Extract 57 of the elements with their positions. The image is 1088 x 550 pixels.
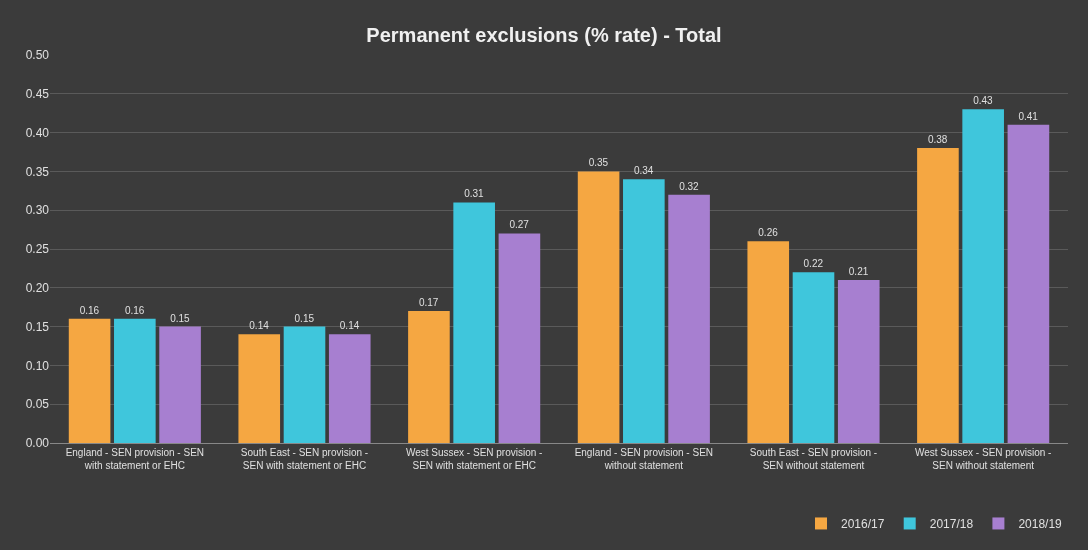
bar <box>159 326 201 443</box>
bar <box>238 334 281 443</box>
data-label: 0.16 <box>124 304 145 316</box>
data-label: 0.14 <box>339 320 360 332</box>
chart-title: Permanent exclusions (% rate) - Total <box>366 23 722 46</box>
data-label: 0.26 <box>758 227 779 239</box>
bar <box>668 194 710 443</box>
data-label: 0.34 <box>633 165 654 177</box>
x-tick-label: South East - SEN provision - SEN without statement <box>749 447 878 471</box>
bar <box>623 179 665 443</box>
data-label: 0.14 <box>249 320 270 332</box>
y-tick-label: 0.50 <box>25 48 50 63</box>
x-tick-label: South East - SEN provision - SEN with statement or EHC <box>240 447 369 471</box>
data-label: 0.15 <box>170 312 191 324</box>
bar <box>283 326 326 443</box>
bar <box>747 241 790 443</box>
bar <box>917 148 959 443</box>
y-tick-label: 0.35 <box>25 164 50 179</box>
x-tick-label: West Sussex - SEN provision - SEN with statement or EHC <box>405 447 543 471</box>
bar <box>962 109 1004 443</box>
data-label: 0.16 <box>79 304 100 316</box>
y-tick-label: 0.05 <box>25 397 50 412</box>
data-label: 0.21 <box>848 266 869 278</box>
data-label: 0.31 <box>464 188 485 200</box>
data-label: 0.43 <box>973 95 994 107</box>
bar <box>328 334 371 443</box>
legend-label: 2017/18 <box>929 517 974 532</box>
bar <box>114 318 156 443</box>
data-label: 0.32 <box>679 180 700 192</box>
data-label: 0.27 <box>509 219 530 231</box>
bar <box>68 318 111 443</box>
y-tick-label: 0.45 <box>25 87 50 101</box>
y-tick-label: 0.10 <box>25 358 50 373</box>
bar <box>453 202 495 443</box>
data-label: 0.17 <box>418 297 439 309</box>
x-tick-label: England - SEN provision - SEN without statement <box>574 447 714 471</box>
y-tick-label: 0.25 <box>25 242 50 257</box>
data-label: 0.38 <box>927 134 948 146</box>
bar <box>837 280 880 443</box>
bar <box>577 171 620 443</box>
x-tick-label: England - SEN provision - SEN with statement or EHC <box>65 447 205 471</box>
bar <box>792 272 835 443</box>
bar <box>498 233 541 443</box>
y-tick-label: 0.20 <box>25 281 50 295</box>
x-tick-label: West Sussex - SEN provision - SEN without statement <box>914 447 1052 471</box>
data-label: 0.22 <box>803 258 824 270</box>
y-tick-label: 0.15 <box>25 319 50 334</box>
data-label: 0.35 <box>588 157 609 169</box>
bar <box>408 311 450 443</box>
y-tick-label: 0.40 <box>25 125 50 140</box>
bar <box>1007 124 1050 443</box>
y-tick-label: 0.30 <box>25 203 50 218</box>
data-label: 0.15 <box>294 312 315 324</box>
legend-label: 2018/19 <box>1018 517 1063 532</box>
data-label: 0.41 <box>1018 110 1039 122</box>
y-tick-label: 0.00 <box>25 436 50 451</box>
legend-label: 2016/17 <box>841 517 885 532</box>
